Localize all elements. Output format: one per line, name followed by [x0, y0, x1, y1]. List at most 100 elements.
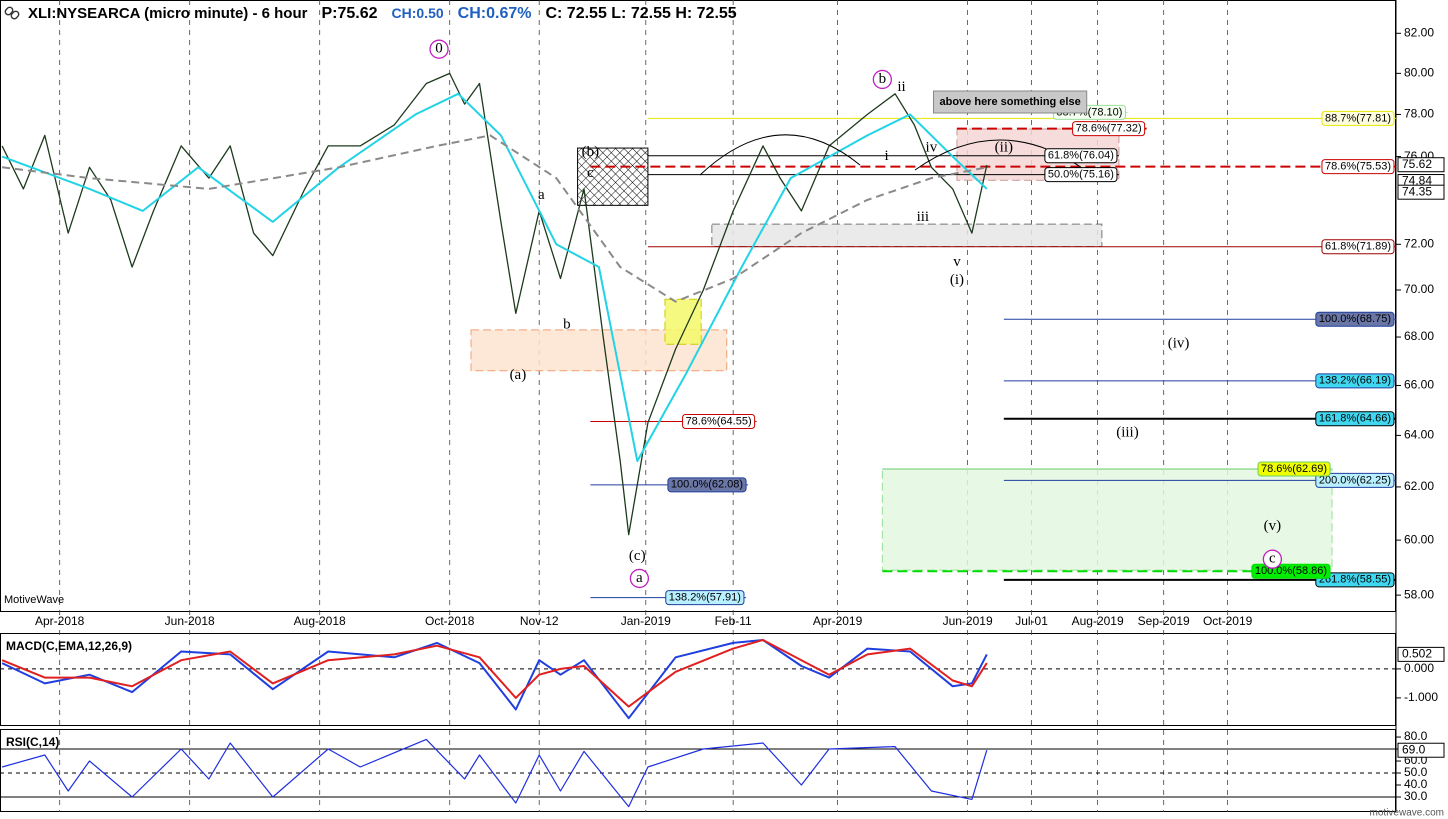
x-tick-label: Jul-01	[1015, 614, 1048, 628]
y-tick-label: 60.00	[1404, 532, 1434, 546]
y-tick-label: 80.0	[1404, 729, 1428, 743]
fib-label-box	[665, 590, 745, 606]
wave-circle	[429, 39, 449, 59]
wave-label: (ii)	[995, 140, 1013, 156]
y-tick-label: 40.0	[1404, 777, 1428, 791]
x-tick-label: Apr-2019	[813, 614, 863, 628]
wave-label: ii	[897, 79, 905, 95]
value-tag-label: 69.0	[1402, 742, 1426, 756]
fib-label: 200.0%(62.25)	[1319, 474, 1391, 486]
x-tick-label: Oct-2019	[1203, 614, 1253, 628]
wave-circle	[872, 69, 893, 90]
fib-label: 138.2%(66.19)	[1319, 375, 1391, 387]
zone	[711, 223, 1103, 248]
wave-label: i	[885, 148, 889, 164]
fib-label: 50.0%(75.16)	[1048, 169, 1114, 181]
header-stat: CH:0.67%	[458, 5, 532, 22]
wave-label: (iii)	[1116, 424, 1139, 440]
wave-label: iv	[926, 140, 938, 156]
fib-label-box	[1315, 373, 1395, 389]
footer: motivewave.com	[1370, 808, 1444, 819]
fib-label-box	[1315, 572, 1395, 588]
panel-title: MACD(C,EMA,12,26,9)	[6, 639, 132, 653]
y-tick-label: 50.0	[1404, 765, 1428, 779]
chart-title: XLI:NYSEARCA (micro minute) - 6 hour	[28, 5, 308, 22]
fib-label-box	[1321, 110, 1395, 126]
main-plot	[1, 72, 1396, 599]
series-line	[1, 639, 988, 720]
wave-circle	[1262, 549, 1283, 569]
series-line	[1, 738, 988, 808]
y-tick-label: 70.00	[1404, 282, 1434, 296]
value-tag	[1397, 742, 1445, 758]
fib-label: 88.7%(77.81)	[1325, 112, 1391, 124]
value-tag	[1397, 157, 1445, 173]
fib-label: 100.0%(58.86)	[1255, 565, 1327, 577]
fib-label-box	[1321, 239, 1395, 255]
fib-label: 78.6%(62.69)	[1261, 463, 1327, 475]
link-icon[interactable]	[4, 6, 20, 20]
fib-label: 78.6%(64.55)	[686, 415, 752, 427]
wave-label: (b)	[582, 144, 600, 160]
x-tick-label: Oct-2018	[425, 614, 475, 628]
x-tick-label: Jun-2019	[943, 614, 993, 628]
fib-label-box	[1044, 148, 1118, 164]
y-tick-label: 64.00	[1404, 428, 1434, 442]
series-line	[1, 134, 987, 303]
fib-label-box	[1072, 121, 1146, 137]
wave-label: c	[587, 165, 594, 181]
zone-hatch	[577, 148, 648, 206]
series-line	[1, 92, 988, 462]
fib-label-box	[682, 414, 756, 430]
x-tick-label: Aug-2018	[294, 614, 346, 628]
value-tag-label: 0.502	[1402, 647, 1432, 661]
value-tag-label: 74.35	[1402, 184, 1432, 198]
x-tick-label: Nov-12	[520, 614, 559, 628]
header-stat: P:75.62	[321, 5, 377, 22]
projection-arc	[699, 134, 861, 176]
fib-label: 100.0%(62.08)	[671, 479, 743, 491]
y-tick-label: 58.00	[1404, 587, 1434, 601]
wave-circle	[629, 568, 650, 589]
fib-label: 61.8%(76.04)	[1048, 150, 1114, 162]
x-tick-label: Feb-11	[715, 614, 752, 628]
wave-label: c	[1269, 551, 1276, 567]
y-tick-label: 80.00	[1404, 66, 1434, 80]
fib-label-box	[1315, 472, 1395, 488]
y-tick-label: 30.0	[1404, 789, 1428, 803]
macd-plot	[0, 639, 1396, 720]
note-text: above here something else	[940, 96, 1081, 108]
fib-label: 161.8%(64.66)	[1319, 413, 1391, 425]
y-tick-label: 66.00	[1404, 378, 1434, 392]
y-tick-label: 0.000	[1404, 661, 1434, 675]
fib-label: 138.2%(57.91)	[669, 592, 741, 604]
wave-label: b	[879, 71, 887, 87]
series-line	[1, 639, 988, 708]
wave-label: (i)	[950, 272, 964, 288]
wave-label: v	[953, 254, 961, 270]
wave-label: a	[538, 187, 545, 203]
wave-label: 0	[435, 41, 443, 57]
fib-label: 261.8%(58.55)	[1319, 574, 1391, 586]
wave-label: (a)	[510, 367, 527, 383]
wave-label: b	[563, 317, 571, 333]
value-tag	[1397, 184, 1445, 200]
fib-label-box	[1257, 461, 1331, 477]
fib-label: 61.8%(71.89)	[1325, 241, 1391, 253]
fib-label-box	[1044, 167, 1118, 183]
value-tag	[1397, 646, 1445, 662]
fib-label-box	[667, 477, 747, 493]
rsi-plot	[0, 738, 1396, 808]
wave-label: a	[636, 570, 643, 586]
header-stat: CH:0.50	[392, 5, 444, 21]
fib-label: 78.6%(77.32)	[1076, 123, 1142, 135]
fib-label: 78.6%(75.53)	[1325, 161, 1391, 173]
y-tick-label: 62.00	[1404, 479, 1434, 493]
fib-label-box	[1315, 411, 1395, 427]
wave-label: iii	[917, 209, 930, 225]
y-tick-label: 78.00	[1404, 107, 1434, 121]
y-tick-label: 72.00	[1404, 236, 1434, 250]
